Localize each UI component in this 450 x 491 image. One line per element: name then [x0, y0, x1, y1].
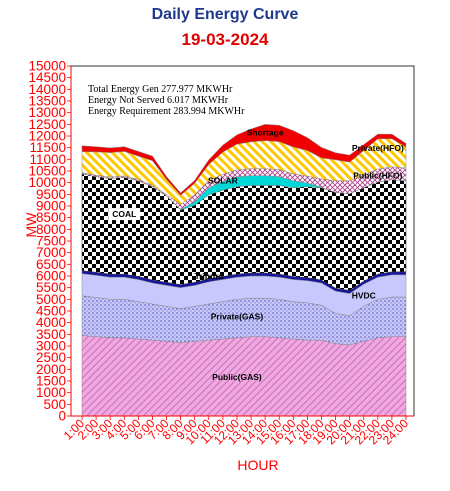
- y-tick-label: 9000: [36, 199, 66, 214]
- y-tick-label: 9500: [36, 187, 66, 202]
- chart-title: Daily Energy Curve: [151, 6, 299, 23]
- y-tick-label: 14000: [28, 82, 66, 97]
- y-tick-label: 13000: [28, 105, 66, 120]
- y-tick-label: 6500: [36, 257, 66, 272]
- series-area-shortage: [81, 124, 407, 196]
- y-tick-label: 5000: [36, 292, 66, 307]
- y-tick-label: 7000: [36, 245, 66, 260]
- series-label-hvdc: HVDC: [352, 290, 376, 300]
- y-tick-label: 8000: [36, 222, 66, 237]
- series-label-public-gas: Public(GAS): [212, 372, 262, 382]
- y-tick-label: 15000: [28, 59, 66, 74]
- series-label-tripura: Tripura: [194, 271, 223, 281]
- y-tick-label: 4000: [36, 315, 66, 330]
- energy-not-served-note: Energy Not Served 6.017 MKWHr: [88, 95, 229, 106]
- y-tick-label: 10500: [28, 164, 66, 179]
- y-tick-label: 11500: [29, 140, 66, 155]
- y-tick-label: 8500: [36, 210, 66, 225]
- y-tick-label: 5500: [36, 280, 66, 295]
- y-axis-label: MW: [23, 212, 39, 238]
- y-tick-label: 11000: [29, 152, 66, 167]
- y-tick-label: 2500: [36, 350, 66, 365]
- y-tick-label: 6000: [36, 269, 66, 284]
- y-tick-label: 10000: [28, 175, 66, 190]
- series-label-shortage: Shortage: [247, 128, 284, 138]
- series-label-private-hfo: Private(HFO): [352, 143, 404, 153]
- y-tick-label: 2000: [36, 362, 66, 377]
- y-tick-label: 1500: [36, 374, 66, 389]
- y-tick-label: 12000: [28, 129, 66, 144]
- y-tick-label: 3000: [36, 339, 66, 354]
- y-tick-label: 500: [43, 397, 66, 412]
- total-energy-gen-note: Total Energy Gen 277.977 MKWHr: [88, 84, 233, 95]
- energy-requirement-note: Energy Requirement 283.994 MKWHr: [88, 106, 245, 117]
- series-label-public-hfo: Public(HFO): [353, 171, 402, 181]
- series-label-private-gas: Private(GAS): [211, 312, 264, 322]
- y-tick-label: 1000: [36, 385, 66, 400]
- y-tick-label: 7500: [36, 234, 66, 249]
- x-axis-label: HOUR: [237, 457, 278, 473]
- y-tick-label: 4500: [36, 304, 66, 319]
- y-tick-label: 13500: [28, 94, 66, 109]
- series-area-coal: [81, 173, 407, 291]
- series-label-solar: SOLAR: [208, 176, 238, 186]
- y-tick-label: 12500: [28, 117, 66, 132]
- y-tick-label: 3500: [36, 327, 66, 342]
- series-label-coal: COAL: [112, 209, 136, 219]
- y-tick-label: 14500: [28, 70, 66, 85]
- y-tick-label: 0: [58, 409, 66, 424]
- series-label-bg-coal: [108, 208, 141, 221]
- chart-date: 19-03-2024: [181, 30, 269, 49]
